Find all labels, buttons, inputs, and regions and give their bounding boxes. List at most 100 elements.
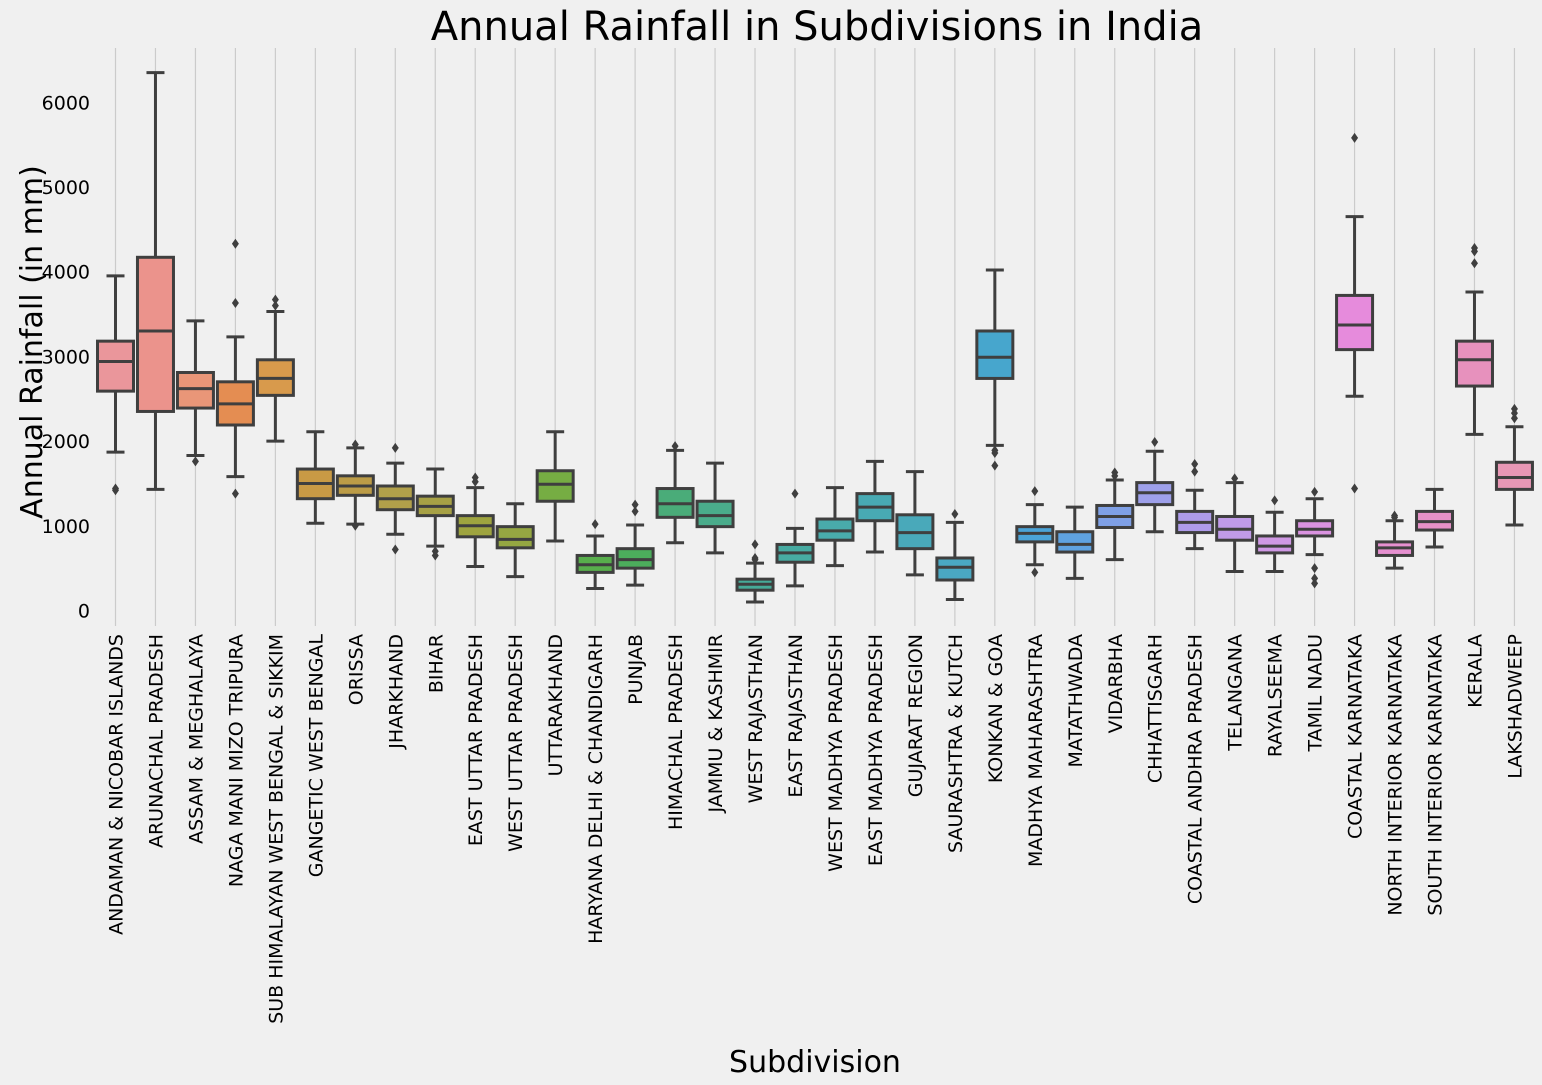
outlier-point [751, 554, 759, 565]
box-11 [495, 502, 535, 579]
outlier-point [1470, 246, 1478, 257]
box-22 [935, 508, 975, 601]
x-tick-label: NAGA MANI MIZO TRIPURA [225, 634, 247, 887]
outlier-point [191, 456, 199, 467]
outlier-point [1111, 470, 1119, 481]
box-26 [1095, 467, 1135, 562]
box-iqr [175, 370, 215, 410]
x-tick-label: ARUNACHAL PRADESH [145, 634, 167, 848]
x-tick-label: BIHAR [425, 634, 447, 693]
x-tick-label: TELANGANA [1225, 634, 1247, 752]
box-2 [135, 71, 175, 491]
x-tick-label: ORISSA [345, 634, 367, 705]
x-tick-label: RAYALSEEMA [1265, 634, 1287, 757]
x-tick-label: EAST MADHYA PRADESH [865, 634, 887, 866]
box-iqr [135, 255, 175, 413]
box-25 [1055, 505, 1095, 580]
outlier-point [1311, 563, 1319, 574]
x-tick-label: JHARKHAND [385, 634, 407, 750]
x-tick-label: LAKSHADWEEP [1504, 634, 1526, 779]
outlier-point [751, 539, 759, 550]
x-tick-label: WEST RAJASTHAN [745, 634, 767, 803]
box-iqr [975, 329, 1015, 380]
outlier-point [1311, 486, 1319, 497]
outlier-point [1351, 132, 1359, 143]
box-iqr [695, 499, 735, 529]
outlier-point [351, 439, 359, 450]
box-17 [735, 539, 775, 604]
box-iqr [96, 339, 135, 393]
box-30 [1255, 495, 1295, 574]
x-tick-label: EAST UTTAR PRADESH [465, 634, 487, 846]
outlier-point [671, 441, 679, 452]
y-tick-label: 3000 [42, 346, 90, 368]
outlier-point [631, 506, 639, 517]
box-9 [415, 467, 455, 561]
x-tick-label: GUJARAT REGION [905, 634, 927, 797]
y-tick-label: 6000 [42, 92, 90, 114]
box-iqr [1494, 460, 1534, 491]
box-27 [1135, 436, 1175, 534]
outlier-point [991, 460, 999, 471]
x-axis-ticks: ANDAMAN & NICOBAR ISLANDS ARUNACHAL PRADE… [106, 634, 1527, 1024]
box-4 [215, 238, 255, 499]
box-12 [535, 430, 575, 543]
y-tick-label: 4000 [42, 262, 90, 284]
box-28 [1175, 458, 1215, 551]
y-tick-label: 5000 [42, 177, 90, 199]
outlier-point [1391, 512, 1399, 523]
x-tick-label: EAST RAJASTHAN [785, 634, 807, 798]
outlier-point [991, 447, 999, 458]
outlier-point [1031, 486, 1039, 497]
x-tick-label: TAMIL NADU [1305, 634, 1327, 753]
outlier-point [431, 550, 439, 561]
outlier-point [1031, 567, 1039, 578]
x-tick-label: KERALA [1464, 634, 1486, 708]
box-14 [615, 499, 655, 587]
x-tick-label: CHHATTISGARH [1145, 634, 1167, 783]
box-29 [1215, 473, 1255, 574]
boxes [96, 71, 1534, 604]
box-iqr [535, 469, 575, 503]
x-tick-label: ASSAM & MEGHALAYA [185, 634, 207, 844]
box-36 [1494, 403, 1534, 527]
x-tick-label: SUB HIMALAYAN WEST BENGAL & SIKKIM [265, 634, 287, 1024]
box-6 [295, 430, 335, 525]
box-1 [96, 274, 135, 496]
box-34 [1415, 487, 1455, 549]
y-tick-label: 0 [78, 601, 90, 623]
gridlines [114, 48, 1516, 626]
x-tick-label: JAMMU & KASHMIR [705, 634, 727, 814]
x-tick-label: MADHYA MAHARASHTRA [1025, 634, 1047, 867]
outlier-point [1191, 466, 1199, 477]
box-iqr [1335, 293, 1375, 352]
outlier-point [1470, 258, 1478, 269]
box-iqr [1255, 534, 1295, 555]
x-tick-label: HIMACHAL PRADESH [665, 634, 687, 830]
x-tick-label: UTTARAKHAND [545, 634, 567, 776]
box-35 [1454, 242, 1494, 436]
outlier-point [791, 488, 799, 499]
outlier-point [391, 544, 399, 555]
y-axis-ticks: 0 1000 2000 3000 4000 5000 6000 [42, 92, 90, 622]
box-7 [335, 439, 375, 531]
outlier-point [271, 294, 279, 305]
x-tick-label: SAURASHTRA & KUTCH [945, 634, 967, 853]
y-tick-label: 2000 [42, 431, 90, 453]
x-tick-label: PUNJAB [625, 634, 647, 705]
x-tick-label: COASTAL KARNATAKA [1345, 634, 1367, 839]
outlier-point [591, 519, 599, 530]
box-3 [175, 319, 215, 467]
outlier-point [112, 485, 119, 496]
outlier-point [271, 300, 279, 311]
x-tick-label: COASTAL ANDHRA PRADESH [1185, 634, 1207, 904]
box-21 [895, 470, 935, 577]
box-13 [575, 519, 615, 590]
outlier-point [1351, 483, 1359, 494]
x-tick-label: VIDARBHA [1105, 634, 1127, 733]
x-axis-label: Subdivision [729, 1045, 901, 1080]
box-33 [1375, 510, 1415, 570]
outlier-point [391, 442, 399, 453]
x-tick-label: HARYANA DELHI & CHANDIGARH [585, 634, 607, 944]
